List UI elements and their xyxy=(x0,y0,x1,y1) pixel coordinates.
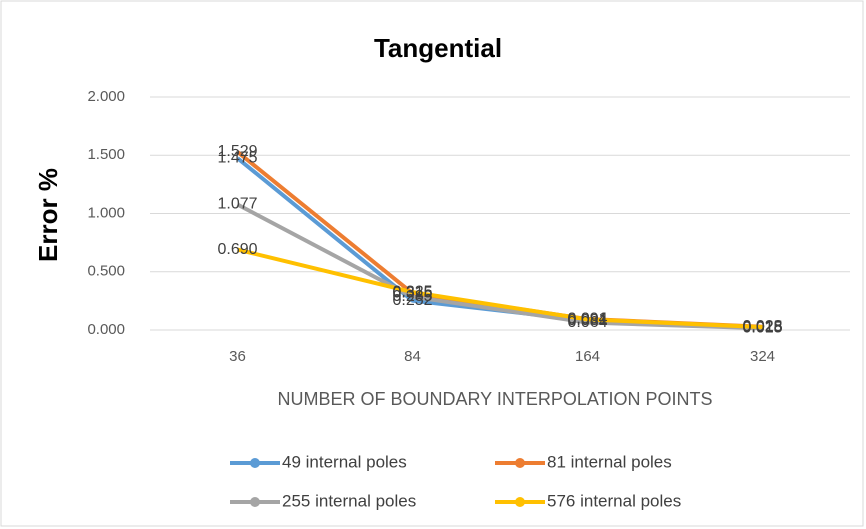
data-label: 1.475 xyxy=(217,149,257,166)
x-tick-label: 324 xyxy=(750,348,775,365)
data-label: 0.025 xyxy=(742,318,782,335)
y-tick-label: 2.000 xyxy=(87,88,125,105)
x-axis-label: NUMBER OF BOUNDARY INTERPOLATION POINTS xyxy=(277,389,712,409)
data-label: 0.028 xyxy=(742,318,782,335)
y-tick-label: 1.000 xyxy=(87,204,125,221)
y-tick-label: 0.500 xyxy=(87,263,125,280)
data-label: 0.094 xyxy=(567,310,607,327)
x-tick-label: 164 xyxy=(575,348,600,365)
data-label: 0.690 xyxy=(217,241,257,258)
legend-marker xyxy=(515,497,525,507)
data-label: 1.077 xyxy=(217,196,257,213)
x-tick-label: 36 xyxy=(229,348,246,365)
data-label: 0.015 xyxy=(742,319,782,336)
legend-label: 49 internal poles xyxy=(282,452,407,471)
series-line xyxy=(236,202,763,331)
data-label: 0.252 xyxy=(392,292,432,309)
legend-label: 81 internal poles xyxy=(547,452,672,471)
data-label: 0.325 xyxy=(392,283,432,300)
data-label: 0.064 xyxy=(567,314,607,331)
chart-title: Tangential xyxy=(374,33,502,63)
data-label: 0.091 xyxy=(567,311,607,328)
y-axis-label: Error % xyxy=(33,168,63,262)
data-label: 0.081 xyxy=(567,312,607,329)
x-tick-label: 84 xyxy=(404,348,421,365)
legend-marker xyxy=(250,458,260,468)
y-tick-label: 1.500 xyxy=(87,146,125,163)
legend-label: 576 internal poles xyxy=(547,491,681,510)
legend-marker xyxy=(250,497,260,507)
data-label: 0.285 xyxy=(392,288,432,305)
data-label: 1.529 xyxy=(217,143,257,160)
series-line xyxy=(237,247,763,330)
y-tick-label: 0.000 xyxy=(87,321,125,338)
data-label: 0.018 xyxy=(742,319,782,336)
data-label: 0.315 xyxy=(392,285,432,302)
legend-marker xyxy=(515,458,525,468)
legend-label: 255 internal poles xyxy=(282,491,416,510)
